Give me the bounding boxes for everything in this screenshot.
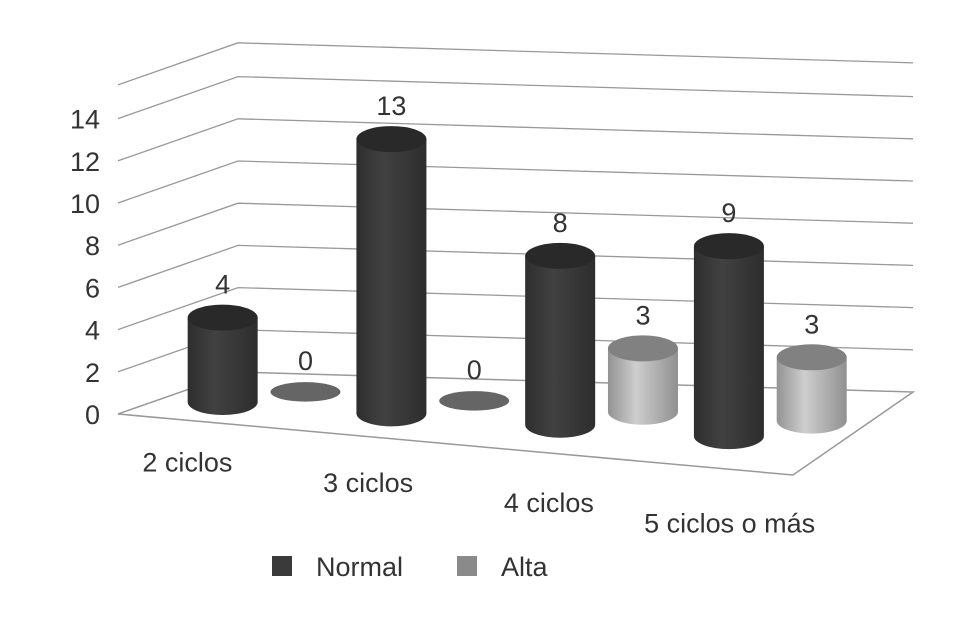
bar-body [525, 255, 596, 438]
legend-item-normal: Normal [272, 552, 403, 582]
y-tick-label: 6 [85, 273, 100, 303]
bar-normal-2 [525, 242, 596, 438]
bar-body [356, 139, 427, 427]
y-tick-label: 0 [85, 400, 100, 430]
bar-zero-disc [270, 382, 341, 402]
bar-top [525, 242, 596, 269]
gridline [117, 118, 914, 162]
x-axis-categories: 2 ciclos 3 ciclos 4 ciclos 5 ciclos o más [142, 448, 815, 539]
bar-alta-0 [270, 382, 341, 402]
data-label-alta-0: 0 [298, 346, 313, 376]
bar-body [607, 348, 678, 425]
bar-top [776, 344, 847, 371]
legend-label: Normal [316, 552, 403, 582]
y-axis-ticks: 0 2 4 6 8 10 12 14 [70, 105, 100, 430]
y-tick-label: 10 [70, 189, 100, 219]
category-label: 2 ciclos [142, 448, 232, 478]
bar-zero-disc [439, 391, 510, 411]
bars [187, 126, 847, 450]
bar-body [187, 317, 258, 416]
legend-item-alta: Alta [457, 552, 549, 582]
bar-body [776, 357, 847, 434]
bar-top [356, 126, 427, 153]
bar-normal-3 [693, 233, 764, 450]
bar-body [693, 246, 764, 450]
category-label: 4 ciclos [504, 488, 594, 518]
gridline [117, 202, 914, 246]
legend-label: Alta [501, 552, 549, 582]
data-label-normal-1: 13 [376, 91, 406, 121]
bar-top [187, 304, 258, 331]
bar-normal-0 [187, 304, 258, 416]
category-label: 3 ciclos [323, 468, 413, 498]
bar-alta-1 [439, 391, 510, 411]
y-tick-label: 12 [70, 147, 100, 177]
category-label: 5 ciclos o más [644, 508, 815, 538]
data-label-normal-3: 9 [721, 198, 736, 228]
y-tick-label: 8 [85, 231, 100, 261]
legend-swatch [272, 556, 292, 576]
gridline [117, 286, 914, 331]
legend: Normal Alta [272, 552, 549, 582]
y-tick-label: 4 [85, 316, 100, 346]
data-label-alta-2: 3 [635, 300, 650, 330]
gridline [117, 75, 914, 120]
bar-top [607, 335, 678, 362]
data-labels: 4 0 13 0 8 3 9 3 [215, 91, 819, 385]
data-label-normal-0: 4 [215, 270, 230, 300]
data-label-alta-3: 3 [804, 309, 819, 339]
data-label-alta-1: 0 [467, 355, 482, 385]
y-tick-label: 2 [85, 358, 100, 388]
bar-top [693, 233, 764, 260]
bar-normal-1 [356, 126, 427, 427]
y-tick-label: 14 [70, 105, 100, 135]
bar-alta-2 [607, 335, 678, 425]
wall-top-edge [117, 42, 914, 86]
bar-alta-3 [776, 344, 847, 434]
legend-swatch [457, 556, 477, 576]
gridline [117, 160, 914, 204]
gridline [117, 244, 914, 289]
data-label-normal-2: 8 [553, 208, 568, 238]
